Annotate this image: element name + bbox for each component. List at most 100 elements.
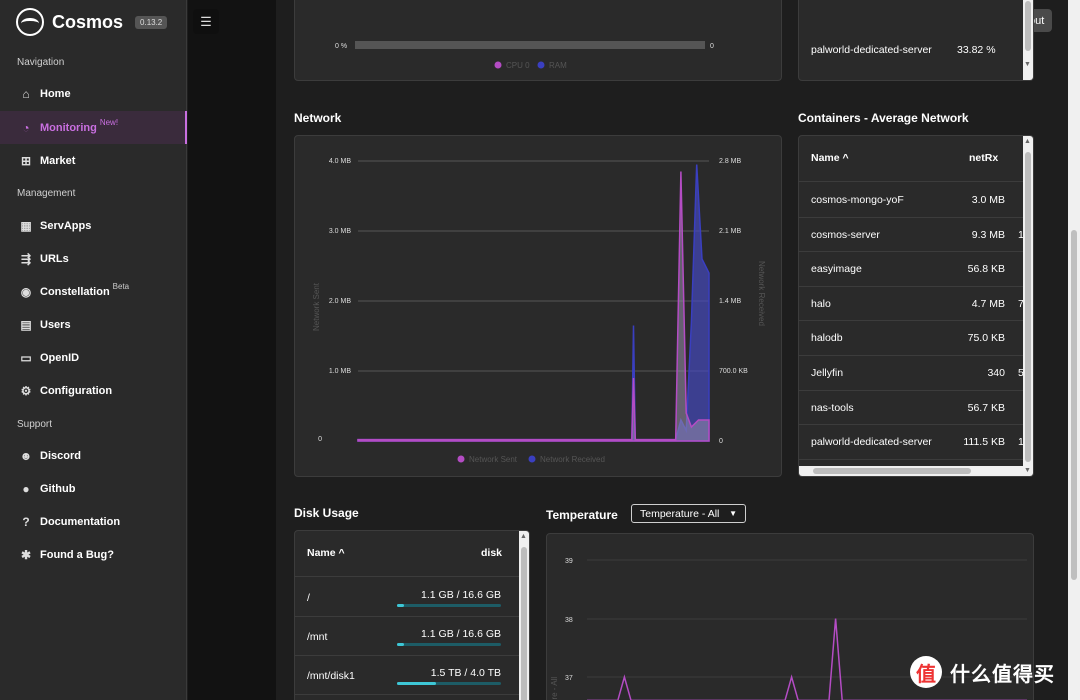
disk-name: / xyxy=(307,592,310,604)
page-scrollbar-thumb[interactable] xyxy=(1071,230,1077,580)
new-badge: New! xyxy=(99,118,119,127)
col-name-header[interactable]: Name ^ xyxy=(811,152,849,164)
containers-network-vscroll[interactable]: ▲ ▼ xyxy=(1023,136,1033,476)
version-badge: 0.13.2 xyxy=(135,15,168,29)
table-row[interactable]: /mnt/disk1 1.5 TB / 4.0 TB xyxy=(295,656,529,695)
table-row[interactable]: halodb 75.0 KB xyxy=(799,321,1033,356)
y-right-tick-0: 0 xyxy=(719,438,723,445)
brand[interactable]: Cosmos 0.13.2 xyxy=(16,8,168,36)
watermark-text: 什么值得买 xyxy=(950,663,1055,686)
discord-icon: ☻ xyxy=(19,448,33,463)
cpu-ram-chart-panel: 0 % 0 CPU 0 RAM xyxy=(294,0,782,81)
disk-usage-vscroll[interactable]: ▲ xyxy=(519,531,529,700)
scroll-up-icon[interactable]: ▲ xyxy=(1024,138,1031,145)
sidebar-item-label: URLs xyxy=(40,252,69,265)
containers-network-hscroll[interactable] xyxy=(799,466,1023,476)
caret-down-icon: ▼ xyxy=(729,509,737,518)
temperature-select[interactable]: Temperature - All ▼ xyxy=(631,504,746,523)
temperature-select-value: Temperature - All xyxy=(640,507,720,520)
disk-usage-title: Disk Usage xyxy=(294,506,359,520)
scrollbar-thumb[interactable] xyxy=(1025,152,1031,462)
page-scrollbar[interactable] xyxy=(1068,0,1080,700)
table-row[interactable]: nas-tools 56.7 KB xyxy=(799,391,1033,426)
container-name: halo xyxy=(811,297,831,310)
sidebar-item-discord[interactable]: ☻ Discord xyxy=(0,439,187,472)
y-left-tick-1: 1.0 MB xyxy=(329,368,352,375)
table-row[interactable]: halo 4.7 MB 7 xyxy=(799,287,1033,322)
menu-toggle-button[interactable]: ☰ xyxy=(193,9,219,34)
sidebar-item-users[interactable]: ▤ Users xyxy=(0,308,187,341)
container-netrx: 3.0 MB xyxy=(971,194,1005,206)
container-name: cosmos-mongo-yoF xyxy=(811,194,904,206)
sidebar-item-monitoring[interactable]: ◔ Monitoring New! xyxy=(0,111,187,144)
legend-received-dot xyxy=(528,455,536,463)
sidebar-item-label: Configuration xyxy=(40,384,113,397)
y-left-tick-3: 3.0 MB xyxy=(329,228,352,235)
y-right-tick-4: 2.8 MB xyxy=(719,158,742,165)
sidebar-item-constellation[interactable]: ◉ Constellation Beta xyxy=(0,275,187,308)
legend-cpu: CPU 0 xyxy=(506,61,530,70)
col-netrx-header[interactable]: netRx xyxy=(969,152,999,164)
network-sent-area xyxy=(357,171,710,442)
sidebar-item-configuration[interactable]: ⚙ Configuration xyxy=(0,374,187,407)
sidebar-item-urls[interactable]: ⇶ URLs xyxy=(0,242,187,275)
col-disk-header[interactable]: disk xyxy=(481,547,503,559)
table-row[interactable]: Jellyfin 340 5 xyxy=(799,356,1033,391)
scroll-up-icon[interactable]: ▲ xyxy=(520,533,527,540)
y-right-label: Network Received xyxy=(757,261,766,326)
sidebar-item-label: Users xyxy=(40,318,71,331)
y-right-tick-2: 1.4 MB xyxy=(719,298,742,305)
temp-y-label: ure - All xyxy=(550,677,559,700)
table-row[interactable]: cosmos-server 9.3 MB 1 xyxy=(799,218,1033,253)
temperature-line xyxy=(587,618,1027,700)
github-icon: ● xyxy=(22,481,30,496)
scrollbar-thumb[interactable] xyxy=(813,468,971,474)
beta-badge: Beta xyxy=(112,282,130,291)
network-received-area xyxy=(357,164,710,442)
scroll-down-icon[interactable]: ▼ xyxy=(1024,467,1031,474)
network-chart-panel: 0 1.0 MB 2.0 MB 3.0 MB 4.0 MB 0 700.0 KB… xyxy=(294,135,782,477)
sidebar-item-servapps[interactable]: ▦ ServApps xyxy=(0,209,187,242)
y-left-label: Network Sent xyxy=(312,282,321,331)
scrollbar-thumb[interactable] xyxy=(521,547,527,700)
container-netrx: 75.0 KB xyxy=(967,332,1005,345)
sidebar-item-documentation[interactable]: ? Documentation xyxy=(0,505,187,538)
col-name-header[interactable]: Name ^ xyxy=(307,547,345,559)
container-name: palworld-dedicated-server xyxy=(811,44,932,56)
container-name: Jellyfin xyxy=(811,367,844,379)
top-containers-table: palworld-dedicated-server 33.82 % ▼ xyxy=(798,0,1034,81)
sidebar-item-market[interactable]: ⊞ Market xyxy=(0,144,187,177)
y-left-tick-2: 2.0 MB xyxy=(329,298,352,305)
section-management: Management xyxy=(17,188,76,199)
disk-name: /mnt xyxy=(307,631,328,643)
network-title: Network xyxy=(294,111,342,125)
top-containers-scrollbar[interactable]: ▼ xyxy=(1023,0,1033,80)
table-row[interactable]: easyimage 56.8 KB xyxy=(799,252,1033,287)
container-netrx: 56.7 KB xyxy=(967,401,1005,414)
sidebar-item-label: Home xyxy=(40,87,71,100)
y-right-tick-3: 2.1 MB xyxy=(719,228,742,235)
table-row[interactable]: palworld-dedicated-server 33.82 % xyxy=(799,33,1033,68)
container-value: 33.82 % xyxy=(957,44,996,56)
sidebar-item-github[interactable]: ● Github xyxy=(0,472,187,505)
containers-network-title: Containers - Average Network xyxy=(798,111,969,125)
table-row[interactable]: / 1.1 GB / 16.6 GB xyxy=(295,578,529,617)
sidebar-item-openid[interactable]: ▭ OpenID xyxy=(0,341,187,374)
sidebar-item-home[interactable]: ⌂ Home xyxy=(0,77,187,110)
legend-ram: RAM xyxy=(549,61,567,70)
containers-network-table: Name ^ netRx cosmos-mongo-yoF 3.0 MB cosmo… xyxy=(798,135,1034,477)
container-name: easyimage xyxy=(811,263,862,276)
sidebar-item-label: Github xyxy=(40,482,76,495)
sidebar: Cosmos 0.13.2 Navigation Management Supp… xyxy=(0,0,187,700)
container-netrx: 9.3 MB xyxy=(971,228,1005,241)
scroll-down-icon[interactable]: ▼ xyxy=(1024,61,1031,68)
table-row[interactable]: cosmos-mongo-yoF 3.0 MB xyxy=(799,183,1033,218)
sidebar-item-bug[interactable]: ✱ Found a Bug? xyxy=(0,538,187,571)
table-row[interactable]: /mnt 1.1 GB / 16.6 GB xyxy=(295,617,529,656)
scrollbar-thumb[interactable] xyxy=(1025,1,1031,51)
watermark: 值 什么值得买 xyxy=(910,656,1055,688)
container-next-col: 7 xyxy=(1018,297,1024,310)
market-icon: ⊞ xyxy=(20,153,32,168)
gear-icon: ⚙ xyxy=(20,383,32,398)
